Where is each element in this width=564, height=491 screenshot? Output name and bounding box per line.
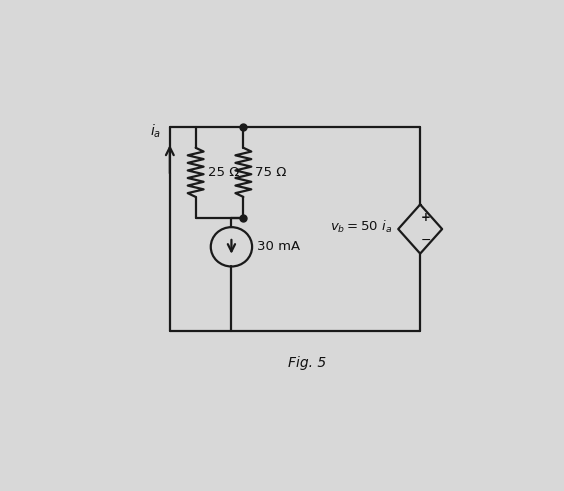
Text: $i_a$: $i_a$ (150, 123, 161, 140)
Text: Fig. 5: Fig. 5 (288, 355, 326, 370)
Text: 75 Ω: 75 Ω (255, 166, 287, 179)
Text: 25 Ω: 25 Ω (208, 166, 239, 179)
Text: $v_b = 50\ i_a$: $v_b = 50\ i_a$ (330, 219, 393, 235)
Text: +: + (421, 211, 431, 224)
Text: −: − (421, 234, 431, 247)
Text: 30 mA: 30 mA (257, 240, 300, 253)
